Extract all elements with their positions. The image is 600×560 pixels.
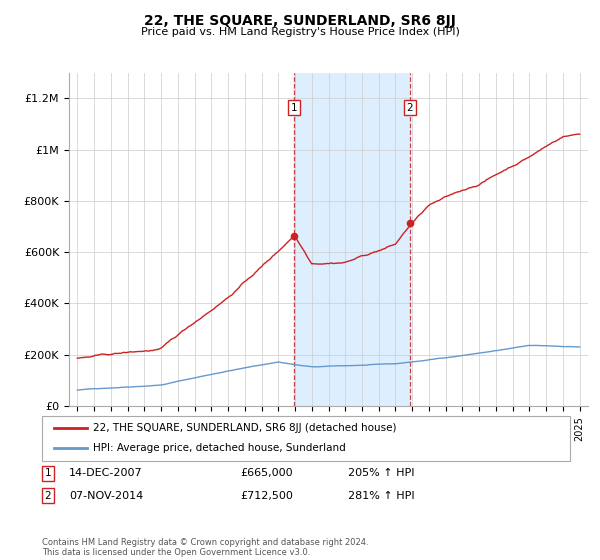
Text: £665,000: £665,000: [240, 468, 293, 478]
Text: Contains HM Land Registry data © Crown copyright and database right 2024.
This d: Contains HM Land Registry data © Crown c…: [42, 538, 368, 557]
Text: 2: 2: [44, 491, 52, 501]
Text: 22, THE SQUARE, SUNDERLAND, SR6 8JJ: 22, THE SQUARE, SUNDERLAND, SR6 8JJ: [144, 14, 456, 28]
Text: Price paid vs. HM Land Registry's House Price Index (HPI): Price paid vs. HM Land Registry's House …: [140, 27, 460, 37]
Text: 22, THE SQUARE, SUNDERLAND, SR6 8JJ (detached house): 22, THE SQUARE, SUNDERLAND, SR6 8JJ (det…: [93, 423, 397, 433]
Text: 1: 1: [291, 103, 298, 113]
Text: 1: 1: [44, 468, 52, 478]
Text: 281% ↑ HPI: 281% ↑ HPI: [348, 491, 415, 501]
Text: 205% ↑ HPI: 205% ↑ HPI: [348, 468, 415, 478]
Bar: [294, 73, 410, 406]
Text: 07-NOV-2014: 07-NOV-2014: [69, 491, 143, 501]
Text: 14-DEC-2007: 14-DEC-2007: [69, 468, 143, 478]
Text: HPI: Average price, detached house, Sunderland: HPI: Average price, detached house, Sund…: [93, 443, 346, 453]
Text: 2: 2: [406, 103, 413, 113]
Text: £712,500: £712,500: [240, 491, 293, 501]
